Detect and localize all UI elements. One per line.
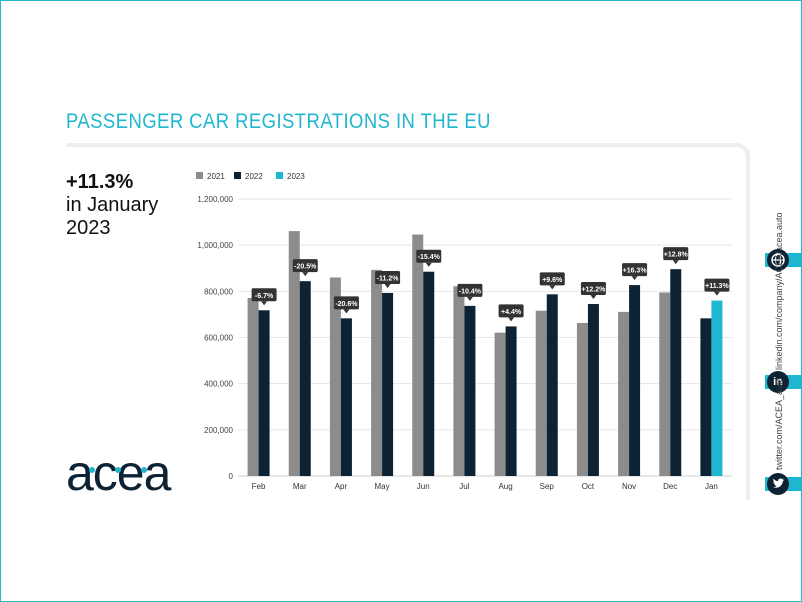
kpi-line-1: in January (66, 194, 159, 216)
kpi-value: +11.3% (66, 171, 134, 193)
card-border-top (66, 143, 750, 157)
globe-icon[interactable] (767, 249, 789, 271)
logo-text: acea (66, 446, 172, 496)
page-title: PASSENGER CAR REGISTRATIONS IN THE EU (66, 110, 491, 133)
linkedin-icon[interactable]: in (767, 371, 789, 393)
twitter-text: twitter.com/ACEA_auto (774, 377, 784, 470)
card-border-right (746, 150, 750, 500)
kpi-block: +11.3% in January 2023 (66, 170, 158, 240)
website-text: acea.auto (774, 212, 784, 252)
kpi-line-2: 2023 (66, 217, 111, 239)
linkedin-text: linkedin.com/company/ACEA/ (774, 251, 784, 370)
acea-logo-mark: acea (66, 445, 173, 501)
twitter-icon[interactable] (767, 473, 789, 495)
acea-logo: acea (66, 445, 182, 501)
